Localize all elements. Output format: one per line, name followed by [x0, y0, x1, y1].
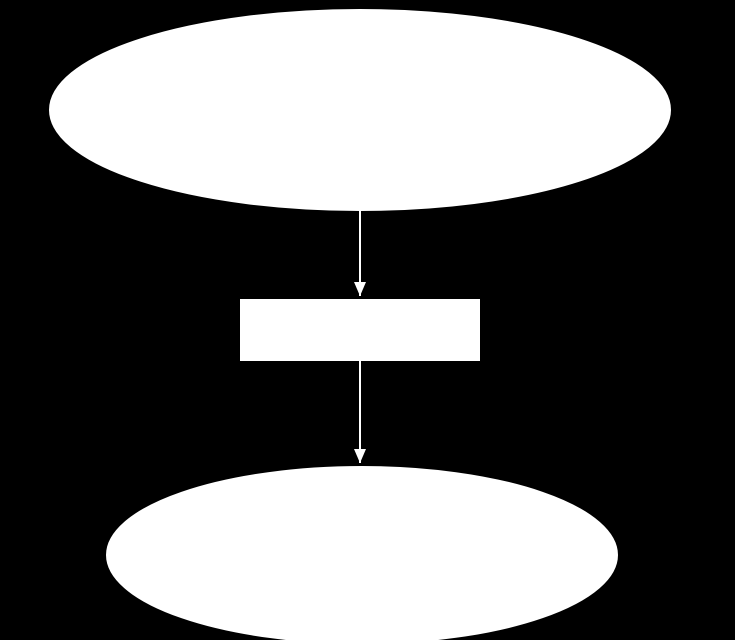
node-top-ellipse	[50, 10, 670, 210]
flowchart-diagram	[0, 0, 735, 640]
node-middle-rect	[241, 300, 479, 360]
node-bottom-ellipse	[107, 467, 617, 640]
